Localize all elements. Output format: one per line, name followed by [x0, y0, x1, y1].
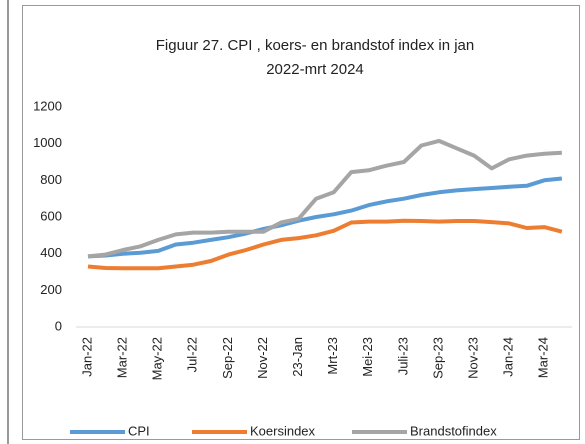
y-tick-label: 600 [40, 208, 62, 223]
x-tick-label: Sep-22 [220, 337, 235, 379]
x-tick-label: Sep-23 [430, 337, 445, 379]
y-tick-label: 1000 [33, 135, 62, 150]
x-tick-label: Mei-23 [360, 337, 375, 377]
series-line [87, 138, 563, 259]
x-tick-label: May-22 [150, 337, 165, 380]
x-tick-label: Nov-22 [255, 337, 270, 379]
series-line [87, 218, 563, 271]
legend-label: Brandstofindex [410, 423, 497, 438]
chart-title: 2022-mrt 2024 [266, 61, 364, 78]
legend-label: Koersindex [250, 423, 316, 438]
y-tick-label: 0 [55, 318, 62, 333]
chart-title: Figuur 27. CPI , koers- en brandstof ind… [156, 37, 475, 54]
y-tick-label: 800 [40, 172, 62, 187]
x-tick-label: Nov-23 [466, 337, 481, 379]
legend-label: CPI [128, 423, 150, 438]
x-tick-label: Juli-23 [395, 337, 410, 375]
x-tick-label: Mrt-23 [325, 337, 340, 375]
series-line [87, 176, 563, 259]
y-tick-label: 400 [40, 245, 62, 260]
x-tick-label: Jan-24 [501, 337, 516, 377]
x-tick-label: Jul-22 [185, 337, 200, 372]
y-tick-label: 1200 [33, 98, 62, 113]
x-tick-label: 23-Jan [290, 337, 305, 377]
x-tick-label: Mar-22 [115, 337, 130, 378]
y-tick-label: 200 [40, 282, 62, 297]
x-tick-label: Mar-24 [536, 337, 551, 378]
x-tick-label: Jan-22 [79, 337, 94, 377]
